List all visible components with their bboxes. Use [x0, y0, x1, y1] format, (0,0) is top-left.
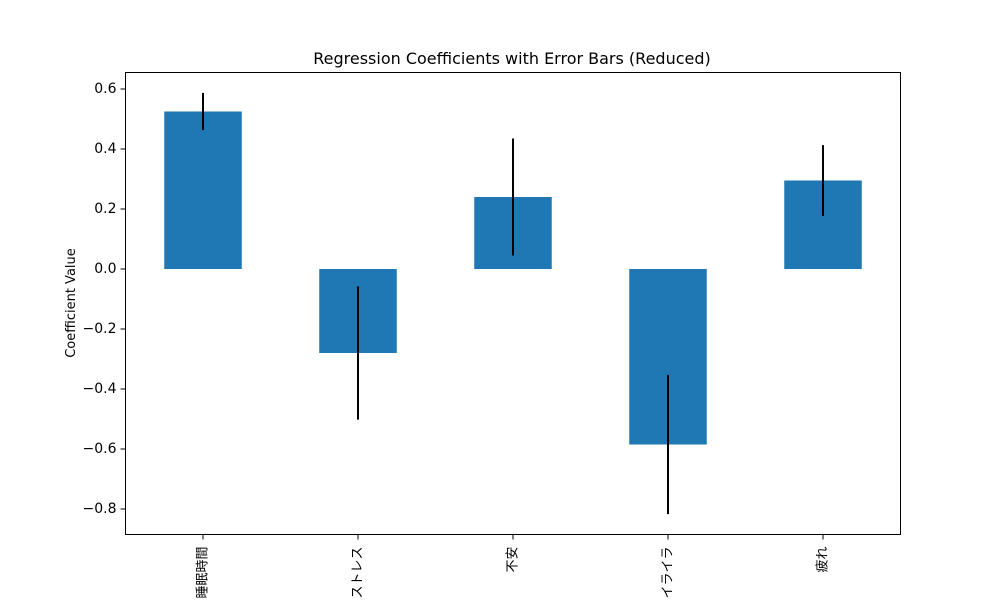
x-tick-label: 睡眠時間	[196, 547, 211, 599]
chart-title: Regression Coefficients with Error Bars …	[313, 49, 711, 68]
x-tick-label: 不安	[506, 547, 521, 573]
y-tick-label: 0.6	[94, 81, 116, 97]
y-tick-label: 0.2	[94, 201, 116, 217]
y-tick-label: −0.6	[83, 441, 117, 457]
y-tick-label: 0.4	[94, 141, 116, 157]
x-axis: 睡眠時間 ストレス 不安 イライラ 疲れ	[196, 534, 831, 599]
y-axis: 0.6 0.4 0.2 0.0 −0.2 −0.4 −0.6 −0.8	[83, 81, 126, 517]
y-tick-label: −0.4	[83, 381, 117, 397]
y-tick-label: −0.8	[83, 501, 117, 517]
errorbars-layer	[202, 92, 824, 515]
x-tick-label: イライラ	[661, 547, 676, 599]
x-tick-label: ストレス	[351, 547, 366, 599]
y-tick-label: 0.0	[94, 261, 116, 277]
x-tick-label: 疲れ	[815, 547, 831, 573]
bar	[164, 111, 242, 269]
bars-layer	[164, 111, 862, 445]
y-axis-label: Coefficient Value	[64, 248, 79, 358]
y-tick-label: −0.2	[83, 321, 117, 337]
